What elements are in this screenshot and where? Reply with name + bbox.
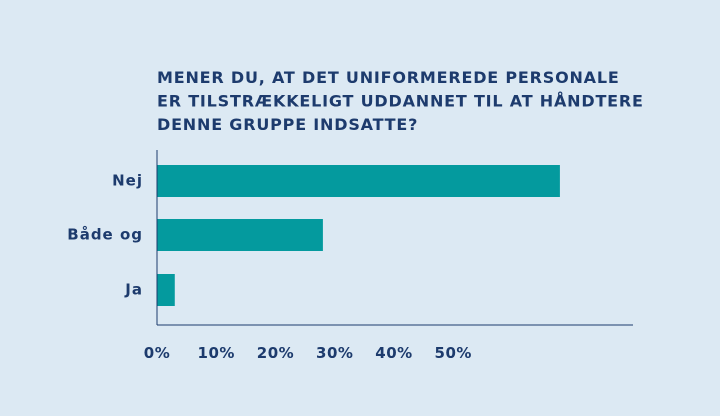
chart-title: MENER DU, AT DET UNIFORMEREDE PERSONALE [157,68,620,87]
y-tick-label: Både og [67,226,143,244]
x-tick-label: 30% [316,344,353,362]
bar [157,219,323,251]
y-tick-label: Ja [124,281,143,299]
x-tick-label: 40% [375,344,412,362]
x-tick-label: 10% [198,344,235,362]
x-tick-label: 20% [257,344,294,362]
x-tick-label: 0% [144,344,170,362]
bar [157,274,175,306]
chart-title: ER TILSTRÆKKELIGT UDDANNET TIL AT HÅNDTE… [157,92,644,111]
y-tick-label: Nej [112,172,143,190]
x-tick-label: 50% [435,344,472,362]
chart-title: DENNE GRUPPE INDSATTE? [157,115,418,134]
bar [157,165,560,197]
